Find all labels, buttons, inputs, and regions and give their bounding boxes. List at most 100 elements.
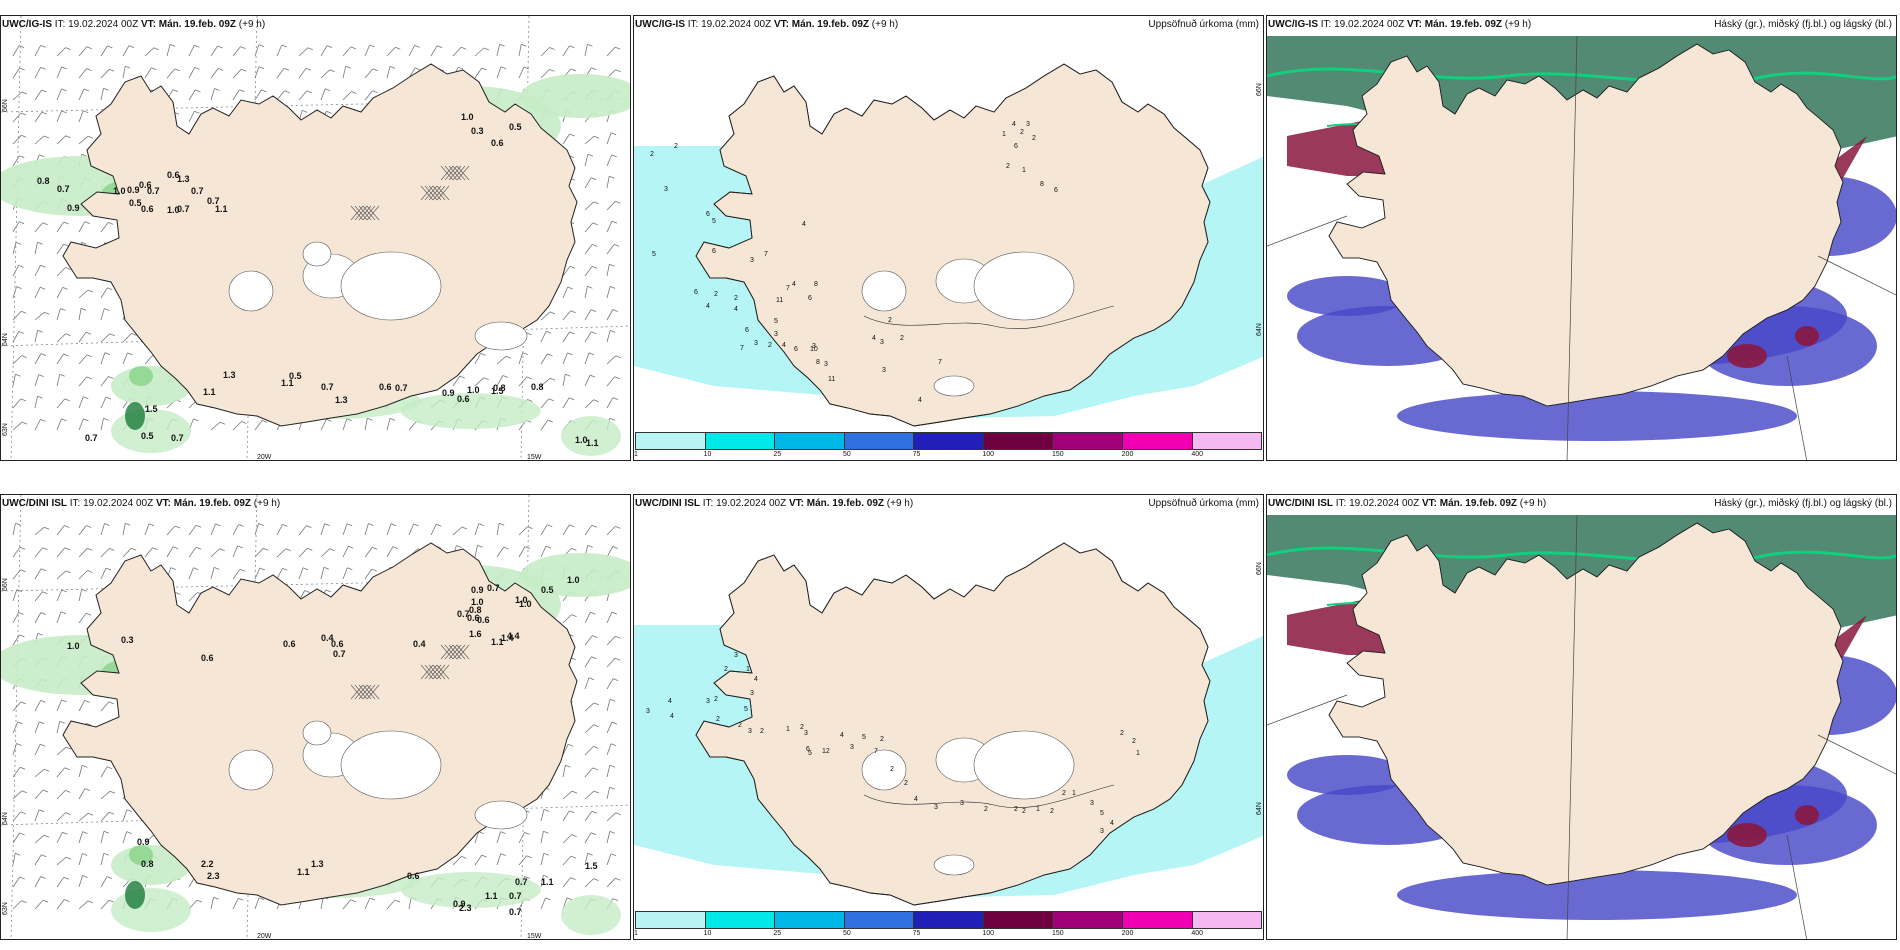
accum-value: 3 [750, 257, 754, 264]
accum-value: 3 [882, 367, 886, 374]
panel-subtitle: Háský (gr.), miðský (fj.bl.) og lágský (… [1714, 498, 1892, 509]
accum-value: 1 [1002, 131, 1006, 138]
accum-value: 4 [792, 281, 796, 288]
precip-area [129, 366, 153, 386]
it-label: IT: [1320, 19, 1332, 30]
graticule-labels: 66N 64N 63N 20W 15W [2, 99, 542, 461]
accum-value: 7 [874, 748, 878, 755]
precip-value: 2.3 [459, 903, 472, 913]
graticule-line [1786, 355, 1807, 460]
accum-value: 2 [1120, 730, 1124, 737]
map-canvas [1267, 514, 1896, 939]
accum-value: 4 [706, 303, 710, 310]
accum-value: 5 [808, 750, 812, 757]
accum-value: 3 [1090, 800, 1094, 807]
colorbar-swatch [914, 433, 984, 449]
accum-value: 2 [1132, 738, 1136, 745]
lead-time: (+9 h) [238, 19, 266, 30]
precip-value: 0.4 [321, 633, 334, 643]
accum-value: 2 [890, 766, 894, 773]
panel-subtitle: Uppsöfnuð úrkoma (mm) [1148, 19, 1259, 30]
precip-value: 0.9 [137, 837, 150, 847]
panel-igis-accum: 2 2 3 5 6 5 6 4 3 7 4 6 2 2 5 3 4 6 11 7 4 6 8 7 3 2 4 6 10 8 11 7 3 4 3 2 2… [633, 15, 1264, 461]
colorbar-label: 150 [1052, 930, 1064, 937]
contour-line [863, 784, 1115, 808]
it-label: IT: [687, 19, 699, 30]
precip-value: 0.3 [471, 126, 484, 136]
colorbar-label: 400 [1191, 451, 1204, 458]
coastline [695, 542, 1211, 906]
accum-value: 2 [1062, 790, 1066, 797]
precip-value: 0.7 [321, 382, 334, 392]
vt-value: Mán. 19.feb. 09Z [791, 19, 869, 30]
precip-value: 0.7 [509, 891, 522, 901]
colorbar-label: 50 [843, 930, 851, 937]
precip-value: 4.4 [507, 631, 520, 641]
model-name: UWC/IG-IS [2, 19, 52, 30]
glaciers [228, 241, 528, 351]
vt-label: VT: [773, 19, 789, 30]
precip-value: 0.3 [121, 635, 134, 645]
lead-time: (+9 h) [253, 498, 281, 509]
accum-value: 6 [808, 295, 812, 302]
precip-value: 1.6 [469, 629, 482, 639]
accum-value: 4 [914, 796, 918, 803]
vt-value: Mán. 19.feb. 09Z [158, 19, 236, 30]
accum-value: 10 [810, 346, 818, 353]
accum-value: 3 [734, 652, 738, 659]
accum-value: 4 [1110, 820, 1114, 827]
lat-label: 66N [2, 99, 9, 112]
precip-area [401, 872, 541, 908]
precip-value: 0.5 [141, 431, 154, 441]
accum-value: 2 [904, 780, 908, 787]
colorbar-swatch [1053, 912, 1123, 928]
precip-area [125, 881, 145, 909]
mid-cloud [1795, 326, 1819, 346]
panel-dini-clouds: UWC/DINI ISL IT: 19.02.2024 00Z VT: Mán.… [1266, 494, 1897, 940]
accum-value: 5 [1100, 810, 1104, 817]
glacier [861, 270, 907, 312]
colorbar-swatch [844, 912, 915, 928]
precip-value: 1.1 [281, 378, 294, 388]
accum-value: 3 [774, 331, 778, 338]
colorbar-swatch [1122, 433, 1193, 449]
lon-label: 15W [527, 454, 542, 461]
cloud-contour [1267, 67, 1896, 85]
accum-value: 3 [960, 800, 964, 807]
precip-value: 1.1 [203, 387, 216, 397]
colorbar-label: 50 [843, 451, 851, 458]
precip-value: 0.7 [171, 433, 184, 443]
it-value: 19.02.2024 00Z [701, 19, 772, 30]
accum-value: 2 [760, 728, 764, 735]
precip-value: 1.1 [215, 204, 228, 214]
accum-value: 1 [1072, 790, 1076, 797]
accum-value: 2 [768, 342, 772, 349]
precip-value: 0.6 [467, 613, 480, 623]
panel-title: UWC/IG-IS IT: 19.02.2024 00Z VT: Mán. 19… [2, 19, 265, 30]
precip-area [521, 74, 630, 118]
panel-dini-accum: 4 3 4 3 2 2 3 1 2 3 4 5 2 3 2 1 2 3 6 5 12 7 4 3 5 2 2 2 4 3 3 2 2 2 1 2 2 1 3… [633, 494, 1264, 940]
precip-value: 1.0 [575, 435, 588, 445]
precip-value: 0.6 [477, 615, 490, 625]
colorbar-label: 200 [1121, 451, 1134, 458]
lat-label: 66N [1256, 83, 1263, 96]
precip-value: 0.9 [453, 899, 466, 909]
precip-value: 1.0 [461, 112, 474, 122]
graticule-line [1817, 255, 1896, 296]
mid-cloud [1727, 344, 1767, 368]
graticule-line [1566, 35, 1578, 460]
precip-value: 0.7 [177, 204, 190, 214]
precip-value: 0.5 [129, 198, 142, 208]
accum-value: 2 [900, 335, 904, 342]
accum-value: 2 [1020, 129, 1024, 136]
precip-value: 0.7 [207, 196, 220, 206]
precip-value: 1.1 [485, 891, 498, 901]
glacier [973, 730, 1075, 800]
precip-value: 1.0 [567, 575, 580, 585]
colorbar-swatch [1053, 433, 1123, 449]
accum-value: 2 [1014, 806, 1018, 813]
precip-area [521, 553, 630, 597]
accum-value: 1 [746, 666, 750, 673]
accum-value: 8 [814, 281, 818, 288]
lead-time: (+9 h) [886, 498, 914, 509]
